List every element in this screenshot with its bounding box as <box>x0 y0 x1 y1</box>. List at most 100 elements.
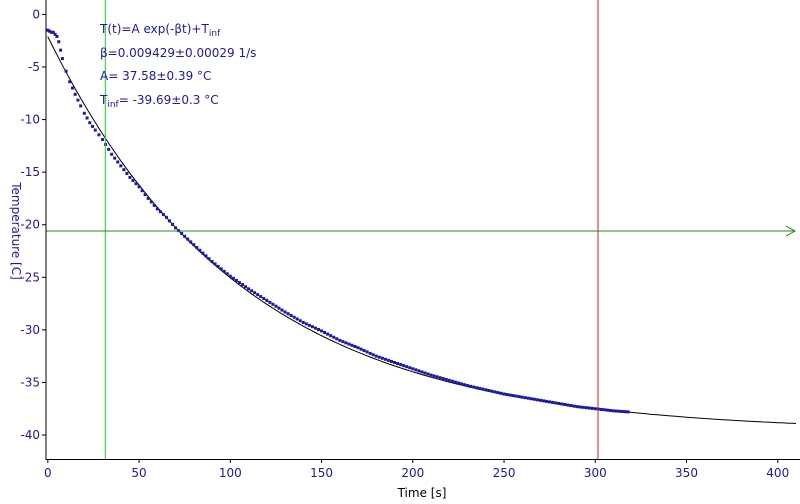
data-point <box>408 366 412 370</box>
data-point <box>620 409 624 413</box>
data-point <box>234 278 238 282</box>
x-tick-label: 250 <box>493 466 516 480</box>
data-point <box>307 323 311 327</box>
data-point <box>295 317 299 321</box>
data-point <box>572 404 576 408</box>
data-point <box>423 371 427 375</box>
data-point <box>201 251 205 255</box>
data-point <box>535 398 539 402</box>
data-point <box>301 321 305 325</box>
data-point <box>219 267 223 271</box>
data-point <box>189 240 193 244</box>
y-tick-label: -25 <box>20 270 40 284</box>
data-point <box>459 382 463 386</box>
data-point <box>626 410 630 414</box>
y-tick-label: -20 <box>20 218 40 232</box>
data-point <box>146 196 150 200</box>
data-point <box>125 172 129 176</box>
data-point <box>545 399 549 403</box>
y-tick-label: -30 <box>20 323 40 337</box>
data-point <box>566 403 570 407</box>
data-point <box>265 298 269 302</box>
beta-label: β=0.009429±0.00029 1/s <box>100 46 256 60</box>
data-point <box>560 402 564 406</box>
data-point <box>280 308 284 312</box>
data-point <box>453 380 457 384</box>
data-point <box>557 401 561 405</box>
data-point <box>520 395 524 399</box>
data-point <box>128 175 132 179</box>
data-point <box>180 231 184 235</box>
data-point <box>244 285 248 289</box>
data-point <box>119 164 123 168</box>
data-point <box>347 342 351 346</box>
data-point <box>623 410 627 414</box>
data-point <box>359 347 363 351</box>
data-point <box>548 400 552 404</box>
data-point <box>584 406 588 410</box>
data-point <box>161 213 165 217</box>
data-point <box>192 243 196 247</box>
data-point <box>542 399 546 403</box>
data-point <box>320 329 324 333</box>
data-point <box>532 397 536 401</box>
data-point <box>356 346 360 350</box>
data-point <box>341 340 345 344</box>
data-point <box>587 406 591 410</box>
data-point <box>155 207 159 211</box>
data-point <box>222 269 226 273</box>
data-point <box>46 28 50 32</box>
data-point <box>493 390 497 394</box>
data-point <box>502 392 506 396</box>
data-point <box>405 365 409 369</box>
data-point <box>204 254 208 258</box>
data-point <box>149 200 153 204</box>
data-point <box>286 312 290 316</box>
data-point <box>593 407 597 411</box>
tinf-label: Tinf= -39.69±0.3 °C <box>99 93 219 110</box>
data-point <box>55 34 59 38</box>
data-point <box>514 394 518 398</box>
data-point <box>335 337 339 341</box>
data-point <box>614 409 618 413</box>
data-point <box>116 160 120 164</box>
data-point <box>51 30 55 34</box>
plot-layer <box>46 0 797 459</box>
data-point <box>85 116 89 120</box>
data-point <box>292 315 296 319</box>
data-point <box>417 369 421 373</box>
y-tick-label: -15 <box>20 165 40 179</box>
data-point <box>313 326 317 330</box>
data-point <box>529 397 533 401</box>
data-point <box>362 349 366 353</box>
data-point <box>478 386 482 390</box>
data-point <box>371 353 375 357</box>
data-point <box>402 364 406 368</box>
x-tick-label: 400 <box>766 466 789 480</box>
data-point <box>511 394 515 398</box>
y-tick-label: -10 <box>20 113 40 127</box>
data-point <box>389 359 393 363</box>
data-point <box>107 147 111 151</box>
data-point <box>472 385 476 389</box>
data-point <box>143 193 147 197</box>
fit-annotation: T(t)=A exp(-βt)+Tinf β=0.009429±0.00029 … <box>99 22 256 110</box>
data-point <box>487 389 491 393</box>
data-point <box>450 379 454 383</box>
data-point <box>131 179 135 183</box>
data-point <box>399 363 403 367</box>
data-point <box>186 237 190 241</box>
data-point <box>289 313 293 317</box>
formula-subscript: inf <box>209 29 221 39</box>
data-point <box>216 264 220 268</box>
x-tick-label: 150 <box>310 466 333 480</box>
data-point <box>420 370 424 374</box>
tinf-main: T <box>99 93 108 107</box>
data-point <box>48 29 52 33</box>
data-point <box>456 381 460 385</box>
data-point <box>481 387 485 391</box>
data-point <box>396 362 400 366</box>
data-point <box>91 124 95 128</box>
